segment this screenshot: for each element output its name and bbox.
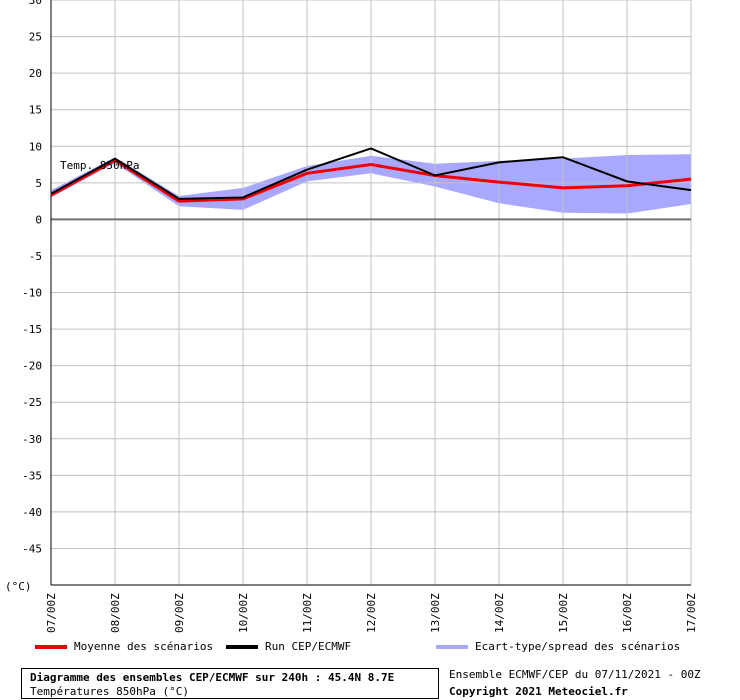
credits-run-date: Ensemble ECMWF/CEP du 07/11/2021 - 00Z — [449, 668, 701, 681]
legend-run-swatch — [226, 644, 258, 649]
y-tick-label: 0 — [35, 213, 42, 226]
legend-run: Run CEP/ECMWF — [226, 640, 351, 653]
x-tick-label: 15/00Z — [557, 593, 570, 633]
x-tick-label: 10/00Z — [237, 593, 250, 633]
y-tick-label: 15 — [29, 104, 42, 117]
legend-mean-label: Moyenne des scénarios — [74, 640, 214, 653]
y-tick-label: 25 — [29, 31, 42, 44]
y-tick-label: -30 — [22, 433, 42, 446]
y-tick-label: 10 — [29, 140, 42, 153]
series-label: Temp. 850hPa — [60, 159, 139, 172]
series-line-mean — [50, 158, 692, 203]
y-tick-label: 30 — [29, 0, 42, 7]
x-tick-label: 08/00Z — [109, 593, 122, 633]
credits: Ensemble ECMWF/CEP du 07/11/2021 - 00Z C… — [449, 666, 701, 700]
x-tick-label: 09/00Z — [173, 593, 186, 633]
y-tick-label: -10 — [22, 287, 42, 300]
y-tick-label: -40 — [22, 506, 42, 519]
x-tick-label: 14/00Z — [493, 593, 506, 633]
x-tick-label: 17/00Z — [685, 593, 698, 633]
legend-run-label: Run CEP/ECMWF — [265, 640, 352, 653]
legend-spread-label: Ecart-type/spread des scénarios — [475, 640, 681, 653]
unit-label: (°C) — [5, 580, 32, 593]
y-tick-label: -20 — [22, 360, 42, 373]
y-tick-label: -35 — [22, 469, 42, 482]
x-tick-label: 16/00Z — [621, 593, 634, 633]
info-subtitle: Températures 850hPa (°C) — [30, 685, 189, 698]
x-tick-label: 07/00Z — [45, 593, 58, 633]
legend-mean: Moyenne des scénarios — [35, 640, 213, 653]
y-tick-label: -5 — [29, 250, 42, 263]
info-box: Diagramme des ensembles CEP/ECMWF sur 24… — [21, 668, 439, 699]
y-tick-label: 5 — [35, 177, 42, 190]
x-tick-label: 12/00Z — [365, 593, 378, 633]
x-tick-label: 13/00Z — [429, 593, 442, 633]
credits-copyright: Copyright 2021 Meteociel.fr — [449, 685, 628, 698]
info-title: Diagramme des ensembles CEP/ECMWF sur 24… — [30, 671, 395, 684]
y-tick-label: -15 — [22, 323, 42, 336]
legend-spread: Ecart-type/spread des scénarios — [436, 640, 680, 653]
x-tick-label: 11/00Z — [301, 593, 314, 633]
legend-mean-swatch — [35, 644, 67, 649]
series-line-run — [50, 147, 692, 200]
y-tick-label: -45 — [22, 542, 42, 555]
ensemble-chart: 30 25 20 15 10 5 0 -5 -10 -15 -20 -25 -30 -35 -40 -45 07… — [5, 0, 698, 633]
legend-spread-swatch — [436, 644, 468, 649]
y-tick-label: 20 — [29, 67, 42, 80]
y-tick-label: -25 — [22, 396, 42, 409]
